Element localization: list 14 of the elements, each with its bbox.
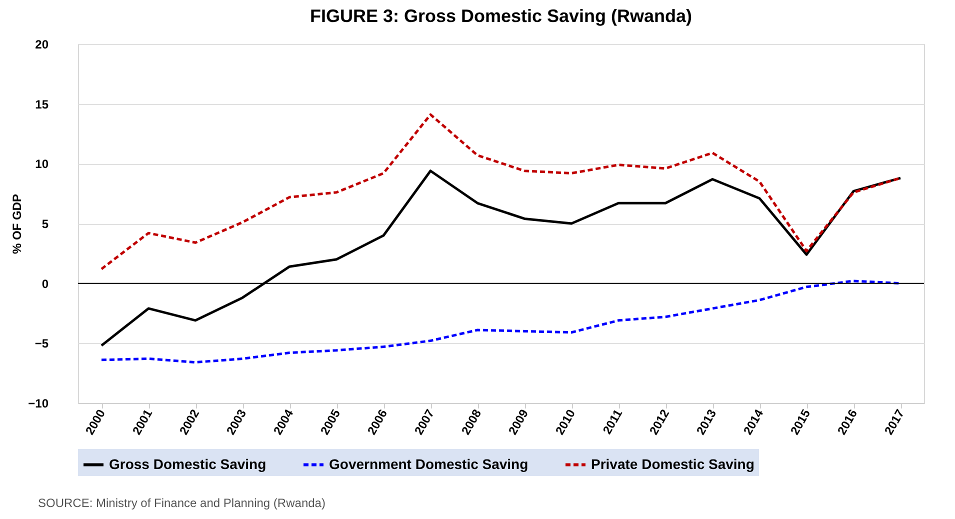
y-tick-label: 0 xyxy=(42,276,49,291)
line-series xyxy=(100,113,902,270)
legend-label: Gross Domestic Saving xyxy=(109,456,266,472)
y-tick-label: −5 xyxy=(34,336,49,351)
legend-label: Private Domestic Saving xyxy=(591,456,754,472)
y-tick-label: 10 xyxy=(35,157,49,172)
y-tick-label: 20 xyxy=(35,38,49,52)
y-tick-label: 15 xyxy=(35,97,49,112)
legend-label: Government Domestic Saving xyxy=(329,456,528,472)
source-note: SOURCE: Ministry of Finance and Planning (Rwanda) xyxy=(38,496,326,510)
y-axis-title: % OF GDP xyxy=(10,194,24,254)
y-tick-label: 5 xyxy=(42,217,49,231)
chart-title: FIGURE 3: Gross Domestic Saving (Rwanda) xyxy=(310,6,692,26)
y-tick-label: −10 xyxy=(28,396,49,410)
